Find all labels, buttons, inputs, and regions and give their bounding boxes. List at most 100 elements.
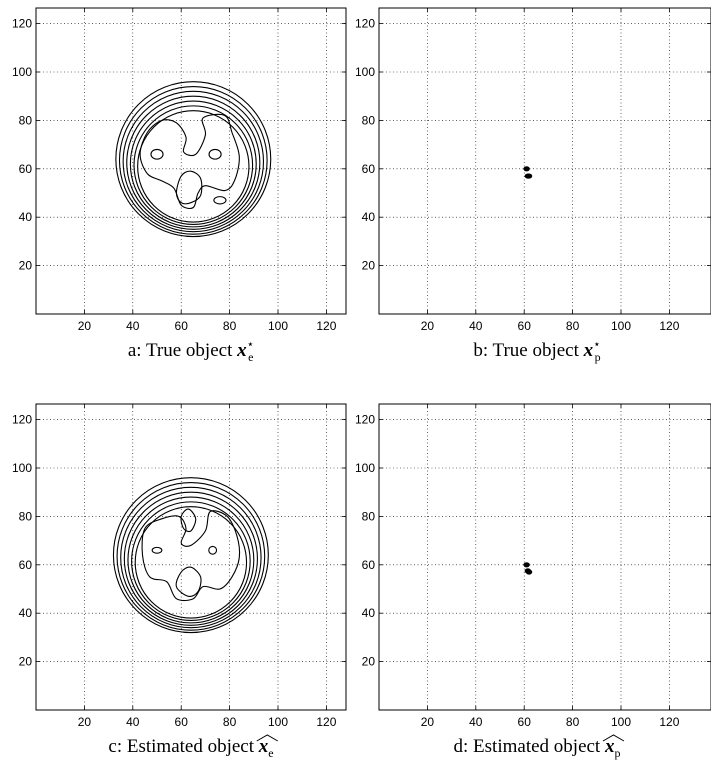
caption-text: b: True object [473, 340, 583, 361]
contour-line [115, 81, 272, 238]
panel-caption: d: Estimated object xp [454, 736, 621, 760]
y-tick-label: 80 [19, 113, 33, 127]
contour-line [141, 510, 241, 602]
x-tick-label: 100 [611, 715, 631, 729]
panel-b: 20 40 60 80 100 120 20 40 60 80 100 120 b: True obje… [355, 7, 711, 364]
x-tick-label: 60 [518, 715, 532, 729]
y-tick-label: 60 [362, 162, 376, 176]
x-tick-label: 20 [78, 319, 92, 333]
contour-line [120, 486, 262, 629]
caption-text: c: Estimated object [108, 736, 258, 757]
panel-d: 20 40 60 80 100 120 20 40 60 80 100 120 d: Estimated… [355, 403, 711, 760]
y-tick-label: 40 [362, 606, 376, 620]
y-tick-label: 100 [12, 65, 32, 79]
y-tick-label: 120 [12, 17, 32, 31]
caption-hat [602, 734, 625, 742]
contour-line [133, 105, 254, 226]
x-tick-label: 80 [223, 715, 237, 729]
caption-subscript: e [268, 746, 273, 760]
x-tick-label: 100 [268, 319, 288, 333]
y-tick-label: 60 [19, 558, 33, 572]
caption-symbol: x [583, 340, 594, 361]
caption-subscript: p [614, 746, 620, 760]
y-tick-label: 20 [362, 655, 376, 669]
data-point [523, 562, 530, 568]
x-tick-label: 20 [78, 715, 92, 729]
y-tick-label: 80 [19, 509, 33, 523]
x-tick-label: 40 [126, 715, 140, 729]
y-tick-label: 60 [19, 162, 33, 176]
x-tick-label: 20 [421, 319, 435, 333]
y-tick-label: 120 [355, 413, 375, 427]
caption-symbol: x [258, 736, 269, 757]
y-tick-label: 20 [19, 655, 33, 669]
y-tick-label: 80 [362, 113, 376, 127]
caption-subscript: e [248, 350, 253, 364]
panel-a: 20 40 60 80 100 120 20 40 60 80 100 120 a: True obje… [12, 7, 347, 364]
panel-c: 20 40 60 80 100 120 20 40 60 80 100 120 c: Estimated… [12, 403, 347, 760]
caption-symbol: x [604, 736, 615, 757]
x-tick-label: 40 [469, 715, 483, 729]
contour-line [126, 95, 261, 230]
axes-frame [378, 403, 711, 711]
plot-area [523, 562, 533, 575]
plot-area [112, 477, 269, 634]
contour-line [150, 148, 164, 160]
x-tick-label: 100 [611, 319, 631, 333]
contour-line [134, 506, 248, 619]
data-point [525, 569, 533, 575]
caption-hat [256, 734, 279, 742]
x-tick-label: 60 [518, 319, 532, 333]
contour-line [131, 501, 251, 622]
contour-line [175, 170, 203, 205]
caption-symbol: x [236, 340, 247, 361]
contour-line [123, 491, 258, 626]
x-tick-label: 120 [659, 319, 679, 333]
contour-line [213, 196, 227, 205]
contour-line [127, 496, 255, 624]
caption-superscript: ⋆ [593, 337, 601, 351]
y-tick-label: 120 [12, 413, 32, 427]
contour-line [208, 545, 218, 555]
panel-caption: b: True object x⋆ p [473, 337, 600, 364]
caption-text: d: Estimated object [454, 736, 605, 757]
x-tick-label: 80 [566, 319, 580, 333]
y-tick-label: 40 [19, 606, 33, 620]
caption-subscript: p [595, 350, 601, 364]
x-tick-label: 80 [566, 715, 580, 729]
contour-line [180, 508, 197, 533]
y-tick-label: 40 [362, 210, 376, 224]
plot-area [115, 81, 272, 238]
y-tick-label: 100 [355, 461, 375, 475]
plot-area [523, 166, 533, 179]
axes-frame [35, 7, 347, 315]
x-tick-label: 40 [469, 319, 483, 333]
x-tick-label: 120 [316, 715, 336, 729]
contour-line [116, 481, 266, 631]
y-tick-label: 120 [355, 17, 375, 31]
x-tick-label: 40 [126, 319, 140, 333]
contour-line [137, 110, 250, 223]
y-tick-label: 100 [355, 65, 375, 79]
axes-frame [35, 403, 347, 711]
data-point [523, 166, 530, 172]
y-tick-label: 100 [12, 461, 32, 475]
x-tick-label: 80 [223, 319, 237, 333]
x-tick-label: 120 [659, 715, 679, 729]
panel-caption: a: True object x⋆ e [128, 337, 254, 364]
x-tick-label: 100 [268, 715, 288, 729]
y-tick-label: 40 [19, 210, 33, 224]
y-tick-label: 80 [362, 509, 376, 523]
caption-superscript: ⋆ [247, 337, 255, 351]
caption-text: a: True object [128, 340, 237, 361]
y-tick-label: 20 [19, 259, 33, 273]
y-tick-label: 20 [362, 259, 376, 273]
y-tick-label: 60 [362, 558, 376, 572]
contour-line [118, 85, 268, 235]
contour-line [175, 566, 202, 597]
contour-line [139, 113, 240, 210]
contour-line [151, 546, 163, 554]
panel-caption: c: Estimated object xe [108, 736, 273, 760]
contour-line [129, 100, 257, 228]
